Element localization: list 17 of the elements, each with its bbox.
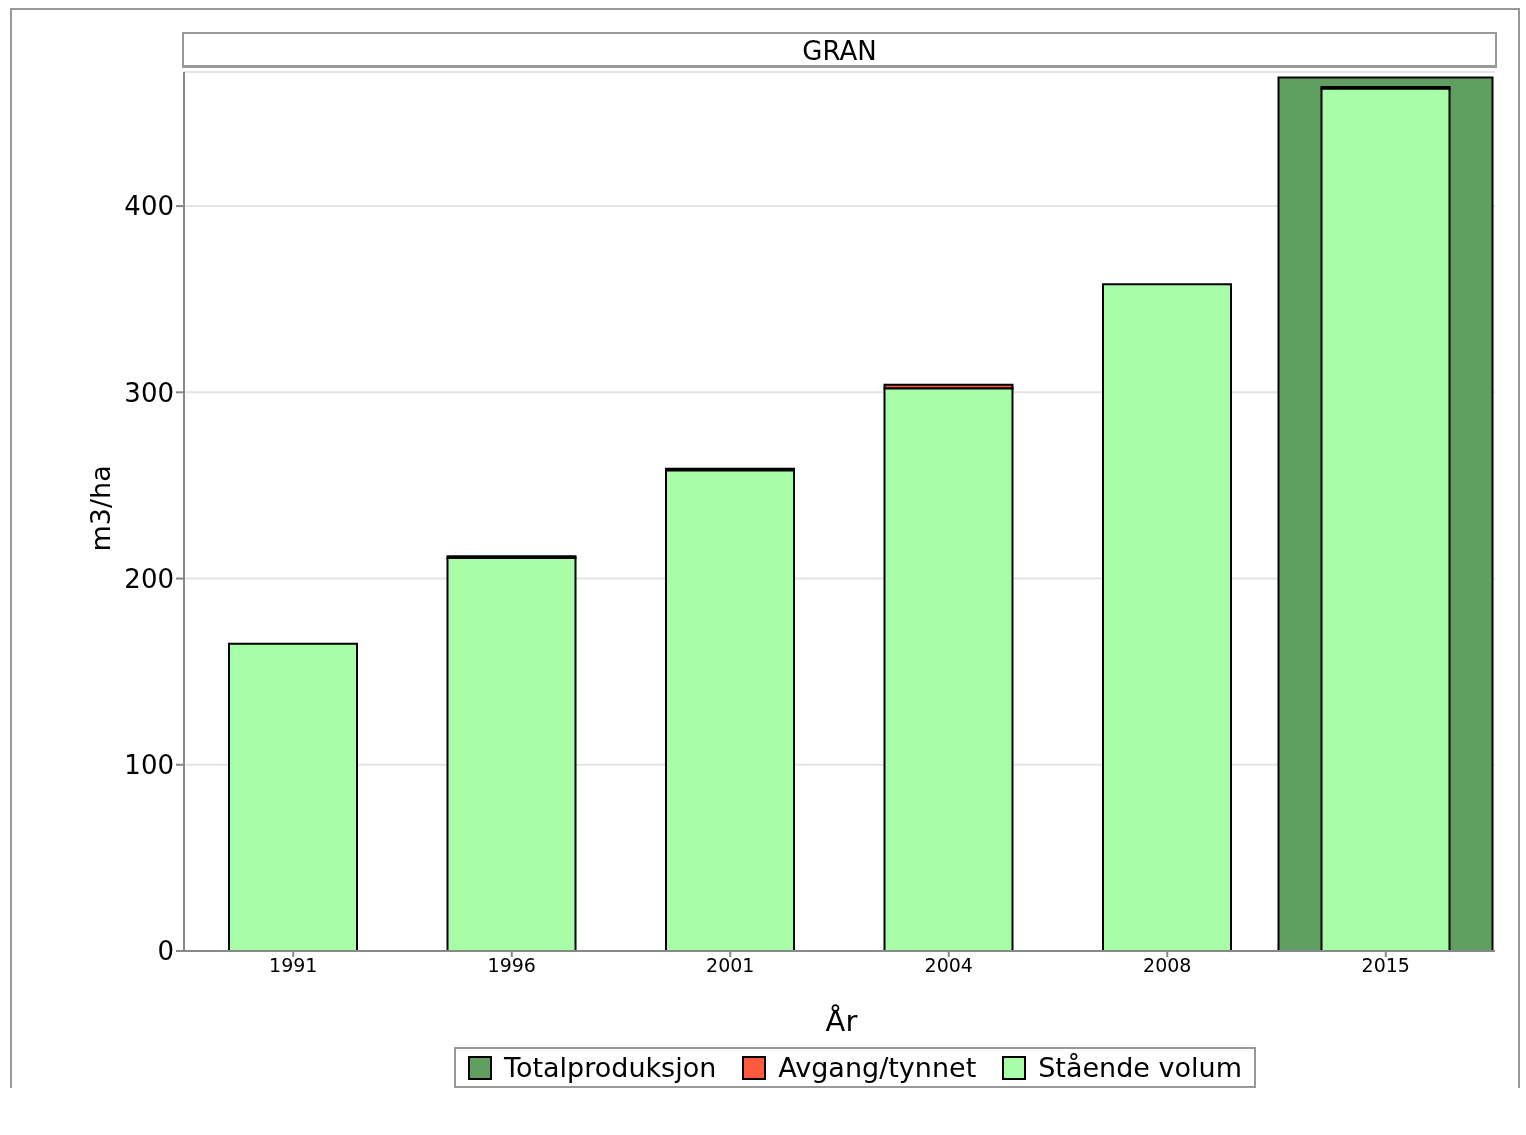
x-tick-label: 2004 <box>924 954 973 977</box>
y-tick-label: 200 <box>124 563 174 594</box>
x-tick-label: 2015 <box>1361 954 1410 977</box>
y-tick-label: 400 <box>124 191 174 222</box>
y-tick-label: 300 <box>124 377 174 408</box>
y-tick-label: 0 <box>157 936 174 967</box>
x-axis-title: År <box>824 1003 859 1040</box>
legend-label: Stående volum <box>1038 1052 1242 1083</box>
chart-title: GRAN <box>182 32 1497 68</box>
legend-label: Totalproduksjon <box>504 1052 717 1083</box>
x-tick-label: 2008 <box>1143 954 1192 977</box>
x-tick-label: 1996 <box>487 954 536 977</box>
x-tick-label: 2001 <box>706 954 755 977</box>
legend-label: Avgang/tynnet <box>778 1052 977 1083</box>
y-axis-title: m3/ha <box>84 465 116 552</box>
y-tick-label: 100 <box>124 750 174 780</box>
x-tick-label: 1991 <box>269 954 318 977</box>
